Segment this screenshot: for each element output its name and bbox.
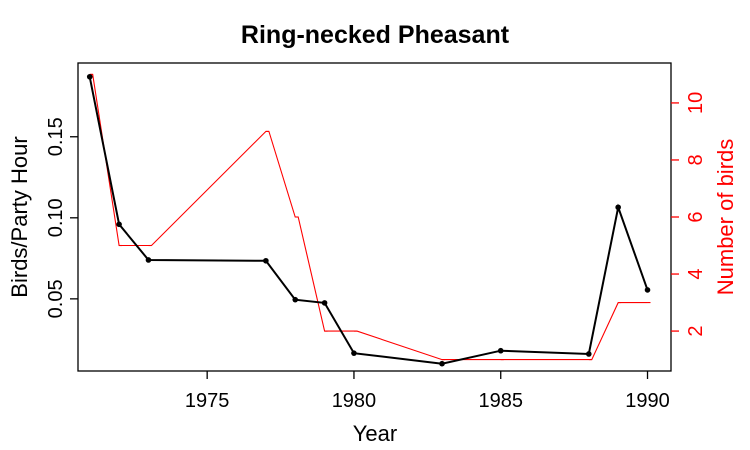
- x-tick-label: 1980: [332, 390, 377, 412]
- y-right-tick-label: 10: [685, 92, 707, 114]
- series-line-birds-per-party-hour: [88, 76, 649, 365]
- y-right-tick-label: 8: [685, 154, 707, 165]
- chart-title: Ring-necked Pheasant: [241, 21, 510, 49]
- data-point-birds-per-party-hour: [292, 296, 299, 303]
- data-point-birds-per-party-hour: [116, 221, 122, 228]
- y-left-tick-label: 0.05: [45, 279, 67, 318]
- data-point-birds-per-party-hour: [644, 287, 651, 293]
- data-point-birds-per-party-hour: [615, 204, 621, 211]
- y-right-tick-label: 2: [685, 326, 707, 337]
- y-right-tick-label: 6: [685, 211, 707, 222]
- y-right-axis: 2 4 6 8 10: [671, 92, 707, 337]
- y-left-axis: 0.05 0.10 0.15: [45, 117, 78, 318]
- x-tick-label: 1975: [185, 390, 230, 412]
- plot-frame: [77, 62, 672, 372]
- y-right-axis-label: Number of birds: [713, 139, 738, 296]
- data-point-birds-per-party-hour: [86, 73, 93, 80]
- x-tick-label: 1990: [625, 390, 670, 412]
- y-left-tick-label: 0.10: [45, 198, 67, 237]
- data-point-birds-per-party-hour: [321, 300, 328, 306]
- data-point-birds-per-party-hour: [263, 257, 269, 264]
- data-point-birds-per-party-hour: [586, 351, 592, 357]
- data-point-birds-per-party-hour: [145, 257, 152, 263]
- data-point-birds-per-party-hour: [439, 360, 445, 367]
- y-right-tick-label: 4: [685, 268, 707, 279]
- y-left-tick-label: 0.15: [45, 117, 67, 156]
- x-axis-label: Year: [353, 421, 397, 446]
- series-line-number-of-birds: [89, 73, 648, 361]
- data-point-birds-per-party-hour: [351, 350, 357, 356]
- data-point-birds-per-party-hour: [497, 347, 504, 354]
- series-layer: [86, 73, 651, 367]
- x-axis: 1975 1980 1985 1990: [185, 371, 670, 412]
- x-tick-label: 1985: [478, 390, 523, 412]
- y-left-axis-label: Birds/Party Hour: [7, 136, 32, 297]
